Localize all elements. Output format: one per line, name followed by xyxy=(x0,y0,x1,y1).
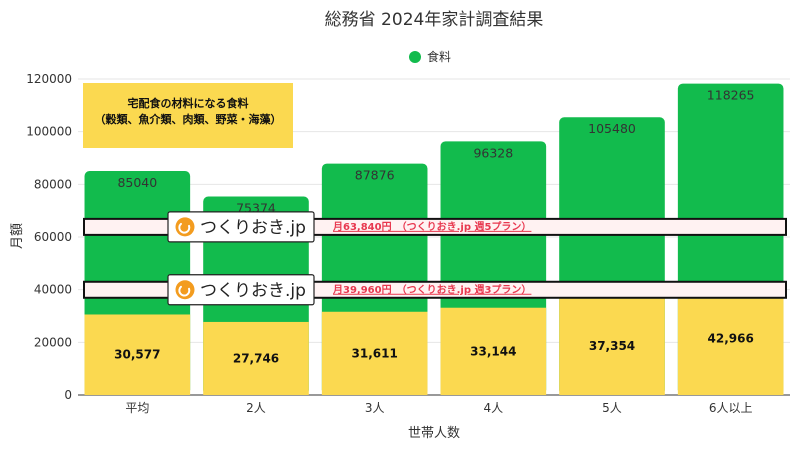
bar-total-label: 85040 xyxy=(117,175,157,190)
plan-logo-box xyxy=(167,274,315,306)
y-tick-label: 100000 xyxy=(26,125,72,139)
bar-ingredients-label: 30,577 xyxy=(114,348,160,362)
bar-ingredients xyxy=(440,307,547,395)
bar-ingredients xyxy=(84,314,191,395)
bar-total-label: 118265 xyxy=(707,88,755,103)
bar-total-label: 87876 xyxy=(355,168,395,183)
bar-total-label: 105480 xyxy=(588,121,636,136)
x-tick-label: 4人 xyxy=(484,401,504,415)
x-tick-label: 2人 xyxy=(246,401,266,415)
plan-overlay: つくりおき.jp 月63,840円 （つくりおき.jp 週5プラン） xyxy=(83,211,787,243)
bar-ingredients-label: 37,354 xyxy=(589,339,635,353)
plan-overlays: つくりおき.jp 月63,840円 （つくりおき.jp 週5プラン）つくりおき.j… xyxy=(83,211,787,306)
y-tick-label: 60000 xyxy=(34,230,72,244)
annotation-note-line-2: （穀類、魚介類、肉類、野菜・海藻） xyxy=(95,112,282,126)
bar-ingredients-label: 42,966 xyxy=(708,331,754,345)
x-tick-label: 3人 xyxy=(365,401,385,415)
plan-overlay: つくりおき.jp 月39,960円 （つくりおき.jp 週3プラン） xyxy=(83,274,787,306)
bar-total-label: 96328 xyxy=(473,145,513,160)
legend[interactable]: 食料 xyxy=(409,49,451,64)
bar-ingredients xyxy=(559,296,665,395)
y-axis-ticks: 0 20000 40000 60000 80000 100000 120000 xyxy=(26,72,72,402)
bar-ingredients xyxy=(321,311,428,395)
legend-label-food: 食料 xyxy=(427,49,451,64)
legend-swatch-food xyxy=(409,51,421,63)
bars: 8504030,5777537427,7468787631,6119632833… xyxy=(84,83,784,396)
y-tick-label: 120000 xyxy=(26,72,72,86)
bar-ingredients xyxy=(677,281,784,395)
plan-price-label[interactable]: 月39,960円 （つくりおき.jp 週3プラン） xyxy=(332,283,531,296)
logo-swirl-icon xyxy=(178,285,191,297)
plan-price-label[interactable]: 月63,840円 （つくりおき.jp 週5プラン） xyxy=(332,220,531,233)
x-axis-label: 世帯人数 xyxy=(408,426,460,441)
annotation-note: 宅配食の材料になる食料 （穀類、魚介類、肉類、野菜・海藻） xyxy=(83,83,293,148)
plan-logo-text: つくりおき.jp xyxy=(200,218,306,238)
y-tick-label: 40000 xyxy=(34,283,72,297)
x-tick-label: 平均 xyxy=(125,401,149,415)
logo-swirl-icon xyxy=(178,222,191,234)
plan-logo-text: つくりおき.jp xyxy=(200,281,306,301)
bar-ingredients-label: 31,611 xyxy=(352,346,398,360)
bar-ingredients-label: 33,144 xyxy=(470,344,516,358)
plan-logo-box xyxy=(167,211,315,243)
y-axis-label: 月額 xyxy=(10,223,25,249)
x-tick-label: 6人以上 xyxy=(709,401,753,415)
x-tick-label: 5人 xyxy=(602,401,622,415)
annotation-note-line-1: 宅配食の材料になる食料 xyxy=(128,96,249,110)
y-tick-label: 80000 xyxy=(34,177,72,191)
y-tick-label: 0 xyxy=(64,388,72,402)
bar-ingredients xyxy=(203,321,309,395)
bar-ingredients-label: 27,746 xyxy=(233,351,279,365)
annotation-note-box xyxy=(83,83,293,148)
x-axis-ticks: 平均 2人 3人 4人 5人 6人以上 xyxy=(125,401,752,415)
y-tick-label: 20000 xyxy=(34,335,72,349)
chart-title: 総務省 2024年家計調査結果 xyxy=(325,10,544,30)
